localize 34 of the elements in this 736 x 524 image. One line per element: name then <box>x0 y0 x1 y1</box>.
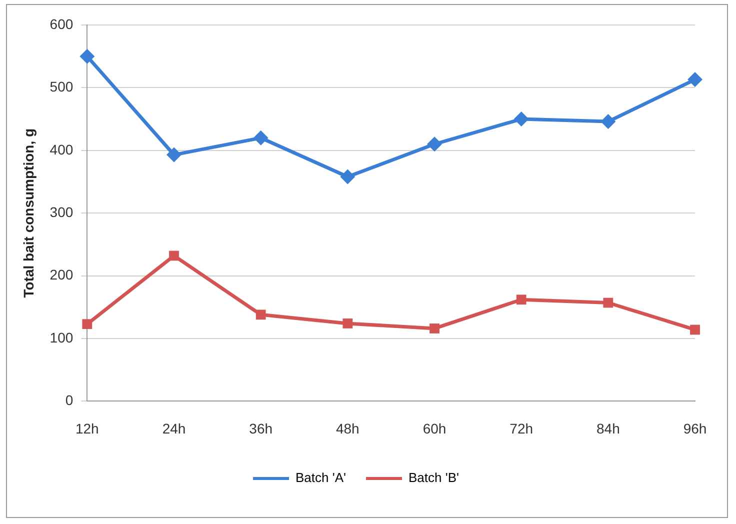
point <box>169 250 179 261</box>
y-tick-label: 0 <box>65 392 74 408</box>
y-tick-label: 300 <box>50 204 74 220</box>
point <box>690 324 700 335</box>
point <box>256 310 266 320</box>
point <box>514 112 529 127</box>
point <box>80 48 95 64</box>
y-tick-label: 500 <box>50 78 74 95</box>
point <box>600 114 616 130</box>
x-tick-label: 48h <box>336 420 360 436</box>
y-tick-label: 200 <box>50 266 74 283</box>
point <box>166 147 182 162</box>
legend-label: Batch 'B' <box>408 470 459 486</box>
point <box>516 294 526 305</box>
x-tick-label: 36h <box>249 420 273 436</box>
y-tick-label: 100 <box>50 329 74 346</box>
y-axis-title: Total bait consumption, g <box>20 128 36 298</box>
legend-label: Batch 'A' <box>296 470 346 486</box>
point <box>253 130 268 146</box>
point <box>82 319 92 330</box>
point <box>603 298 614 308</box>
y-tick-label: 400 <box>50 141 74 158</box>
x-tick-label: 96h <box>683 420 707 436</box>
point <box>342 318 353 328</box>
x-tick-label: 84h <box>596 420 620 436</box>
point <box>426 136 442 152</box>
x-tick-label: 12h <box>75 420 99 436</box>
point <box>340 169 356 184</box>
y-tick-label: 600 <box>50 16 74 32</box>
point <box>688 72 702 88</box>
x-tick-label: 60h <box>422 420 446 436</box>
x-tick-label: 24h <box>162 420 186 436</box>
point <box>430 324 440 334</box>
x-tick-label: 72h <box>510 420 534 436</box>
